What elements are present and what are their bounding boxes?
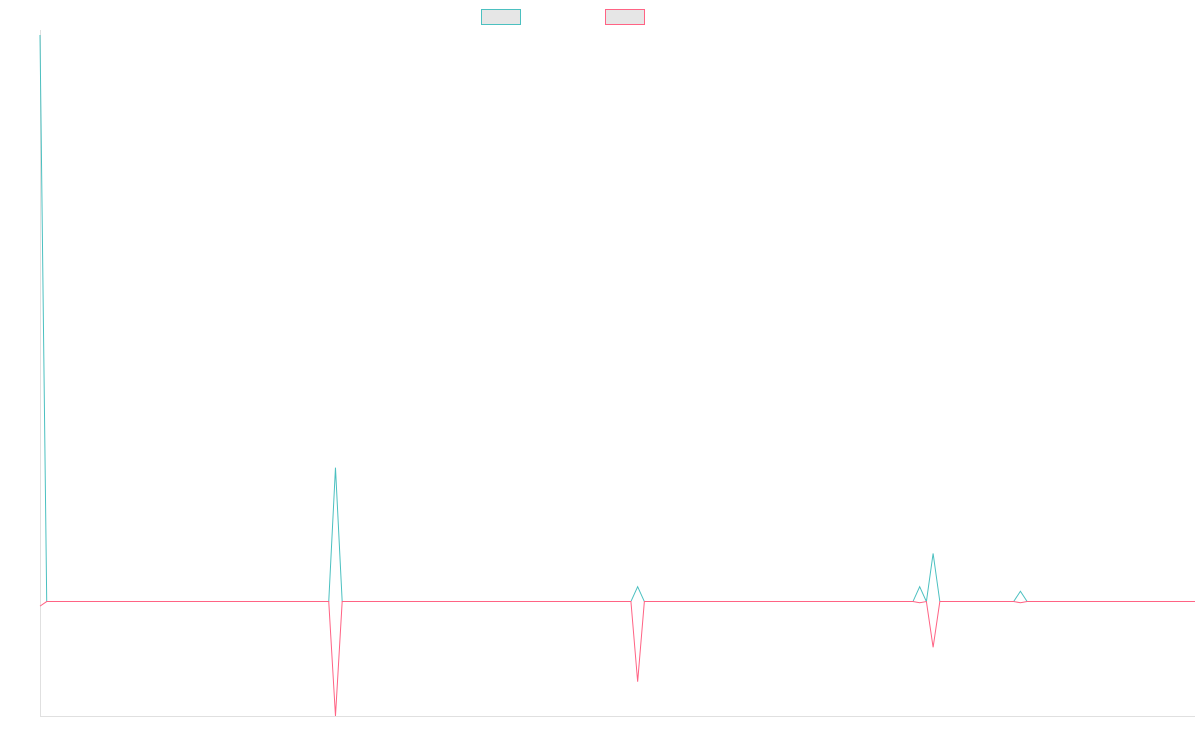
- series-2-line: [39, 600, 1195, 717]
- legend-swatch-series-2[interactable]: [605, 9, 645, 25]
- series-2: [39, 600, 1195, 717]
- series-1: [39, 34, 1195, 604]
- legend-swatch-series-1[interactable]: [481, 9, 521, 25]
- series-1-line: [39, 34, 1195, 604]
